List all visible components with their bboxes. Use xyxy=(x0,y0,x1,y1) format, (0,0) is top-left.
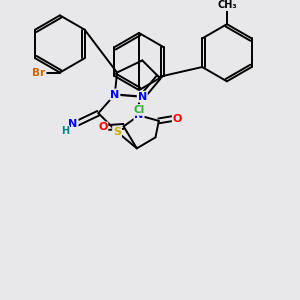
Text: CH₃: CH₃ xyxy=(217,1,237,10)
Text: N: N xyxy=(68,119,78,129)
Text: S: S xyxy=(113,127,121,137)
Text: Cl: Cl xyxy=(134,105,145,115)
Text: N: N xyxy=(110,89,119,100)
Text: H: H xyxy=(61,126,69,136)
Text: O: O xyxy=(98,122,107,133)
Text: N: N xyxy=(138,92,147,102)
Text: N: N xyxy=(134,110,144,120)
Text: Br: Br xyxy=(32,68,46,77)
Text: O: O xyxy=(173,114,182,124)
